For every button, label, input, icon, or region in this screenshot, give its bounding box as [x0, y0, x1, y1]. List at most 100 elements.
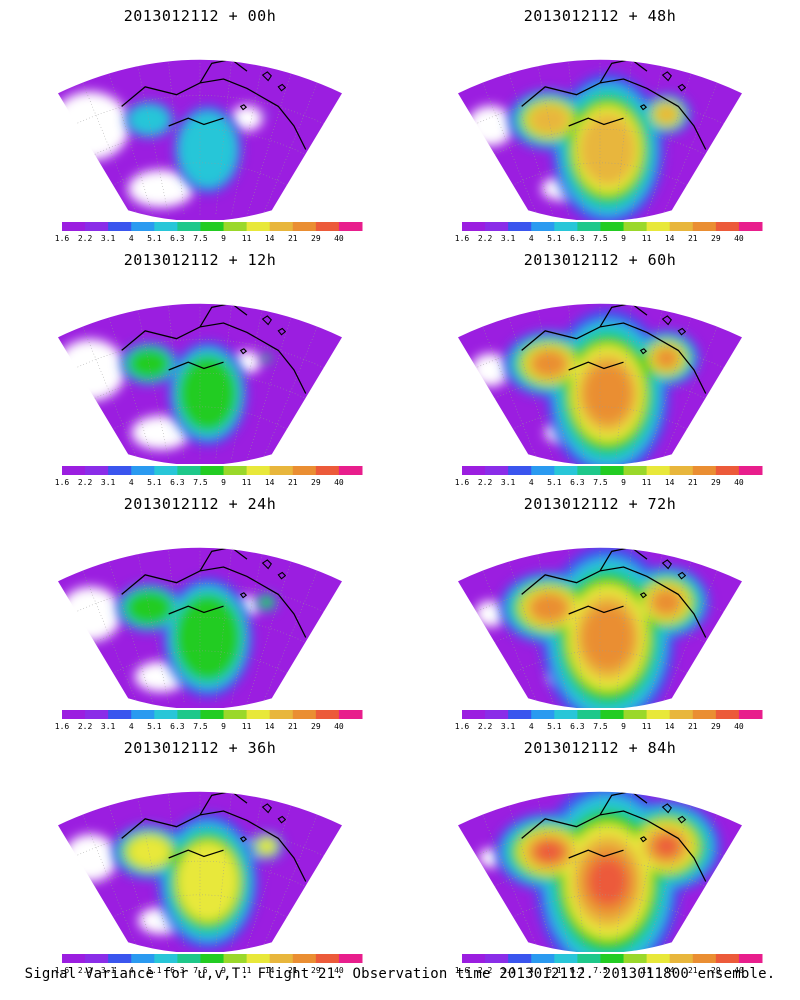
map-frame — [56, 303, 344, 464]
colorbar-label: 9 — [221, 478, 226, 486]
colorbar-label: 7.5 — [193, 478, 208, 486]
colorbar-swatch — [600, 710, 625, 719]
islands — [639, 71, 687, 111]
colorbar-label: 4 — [529, 966, 534, 974]
colorbar-label: 21 — [688, 966, 698, 974]
colorbar-label: 11 — [642, 478, 652, 486]
colorbar-swatch — [600, 222, 625, 231]
colorbar-label: 29 — [311, 478, 321, 486]
panel-title: 2013012112 + 12h — [123, 251, 277, 269]
colorbar-swatch — [315, 222, 340, 231]
longitude-line — [168, 551, 185, 705]
colorbar-swatch — [108, 710, 132, 719]
longitude-line — [615, 307, 632, 461]
colorbar-label: 7.5 — [593, 722, 608, 730]
colorbar-label: 40 — [734, 966, 744, 974]
variance-contour — [655, 104, 678, 124]
map-panel: 2013012112 + 24h 1.6 2.2 3.1 4 5.1 6.3 7.5 9 11 14… — [0, 488, 400, 732]
colorbar-label: 7.5 — [593, 966, 608, 974]
colorbar-swatch — [531, 710, 555, 719]
colorbar-label: 2.2 — [478, 234, 493, 242]
variance-contour — [256, 837, 277, 855]
colorbar-label: 5.1 — [147, 966, 162, 974]
colorbar-swatch — [669, 466, 694, 475]
colorbar-label: 3.1 — [101, 234, 116, 242]
colorbar-swatch — [200, 222, 225, 231]
colorbar-label: 1.6 — [455, 722, 470, 730]
colorbar-swatch — [646, 954, 671, 963]
colorbar-swatch — [508, 222, 532, 231]
longitude-line — [615, 551, 632, 705]
colorbar-swatch — [531, 222, 555, 231]
colorbar-label: 21 — [688, 722, 698, 730]
coastline — [521, 791, 707, 882]
colorbar-swatch — [223, 466, 248, 475]
panel-title: 2013012112 + 60h — [523, 251, 677, 269]
variance-contour — [262, 354, 271, 362]
colorbar-swatch — [223, 710, 248, 719]
colorbar-swatch — [669, 710, 694, 719]
colorbar-label: 5.1 — [147, 234, 162, 242]
variance-contour — [127, 347, 171, 380]
colorbar-label: 14 — [665, 478, 675, 486]
colorbar-label: 40 — [334, 966, 344, 974]
colorbar-swatch — [246, 954, 271, 963]
colorbar-label: 3.1 — [501, 478, 516, 486]
colorbar-swatch — [738, 466, 763, 475]
variance-contour — [579, 113, 636, 186]
colorbar-label: 21 — [288, 234, 298, 242]
coastline — [121, 547, 307, 638]
colorbar-label: 6.3 — [170, 234, 185, 242]
map-frame — [56, 791, 344, 952]
colorbar-label: 14 — [665, 234, 675, 242]
longitude-line — [568, 795, 585, 949]
colorbar-swatch — [315, 710, 340, 719]
colorbar-swatch — [200, 954, 225, 963]
low-variance-area — [59, 586, 122, 642]
variance-contour — [535, 841, 563, 862]
longitude-line — [568, 307, 585, 461]
colorbar-label: 14 — [265, 478, 275, 486]
variance-contour — [127, 103, 171, 136]
colorbar-label: 29 — [711, 966, 721, 974]
colorbar-swatch — [508, 954, 532, 963]
islands — [239, 71, 287, 111]
colorbar: 1.6 2.2 3.1 4 5.1 6.3 7.5 9 11 14 21 29 40 — [455, 954, 763, 974]
colorbar-label: 2.2 — [478, 722, 493, 730]
colorbar-swatch — [577, 222, 601, 231]
panel-title: 2013012112 + 00h — [123, 7, 277, 25]
colorbar-swatch — [131, 222, 155, 231]
colorbar-label: 14 — [665, 722, 675, 730]
colorbar-label: 9 — [621, 966, 626, 974]
colorbar: 1.6 2.2 3.1 4 5.1 6.3 7.5 9 11 14 21 29 40 — [55, 466, 363, 486]
colorbar-label: 1.6 — [455, 478, 470, 486]
colorbar-label: 29 — [711, 478, 721, 486]
colorbar-label: 7.5 — [593, 234, 608, 242]
colorbar: 1.6 2.2 3.1 4 5.1 6.3 7.5 9 11 14 21 29 40 — [455, 710, 763, 730]
colorbar-swatch — [269, 222, 294, 231]
colorbar-swatch — [554, 222, 578, 231]
colorbar-swatch — [669, 222, 694, 231]
colorbar-label: 6.3 — [570, 966, 585, 974]
map-frame — [456, 59, 744, 220]
colorbar-label: 1.6 — [455, 966, 470, 974]
map-panel: 2013012112 + 00h 1.6 2.2 3.1 4 5.1 6.3 7.5 9 11 14… — [0, 0, 400, 244]
colorbar-label: 1.6 — [55, 234, 70, 242]
map-frame — [456, 547, 744, 708]
colorbar-label: 9 — [221, 966, 226, 974]
colorbar-label: 4 — [129, 478, 134, 486]
longitude-line — [215, 551, 232, 705]
variance-contour — [530, 594, 568, 622]
colorbar-label: 5.1 — [547, 478, 562, 486]
colorbar-label: 9 — [621, 478, 626, 486]
map-svg — [56, 791, 344, 952]
colorbar-swatch — [462, 222, 486, 231]
colorbar-label: 5.1 — [147, 478, 162, 486]
colorbar-label: 11 — [242, 234, 252, 242]
colorbar-label: 4 — [529, 722, 534, 730]
colorbar-swatch — [85, 466, 109, 475]
colorbar-label: 9 — [221, 234, 226, 242]
colorbar-label: 9 — [621, 234, 626, 242]
colorbar-label: 7.5 — [593, 478, 608, 486]
variance-contour — [258, 595, 275, 609]
